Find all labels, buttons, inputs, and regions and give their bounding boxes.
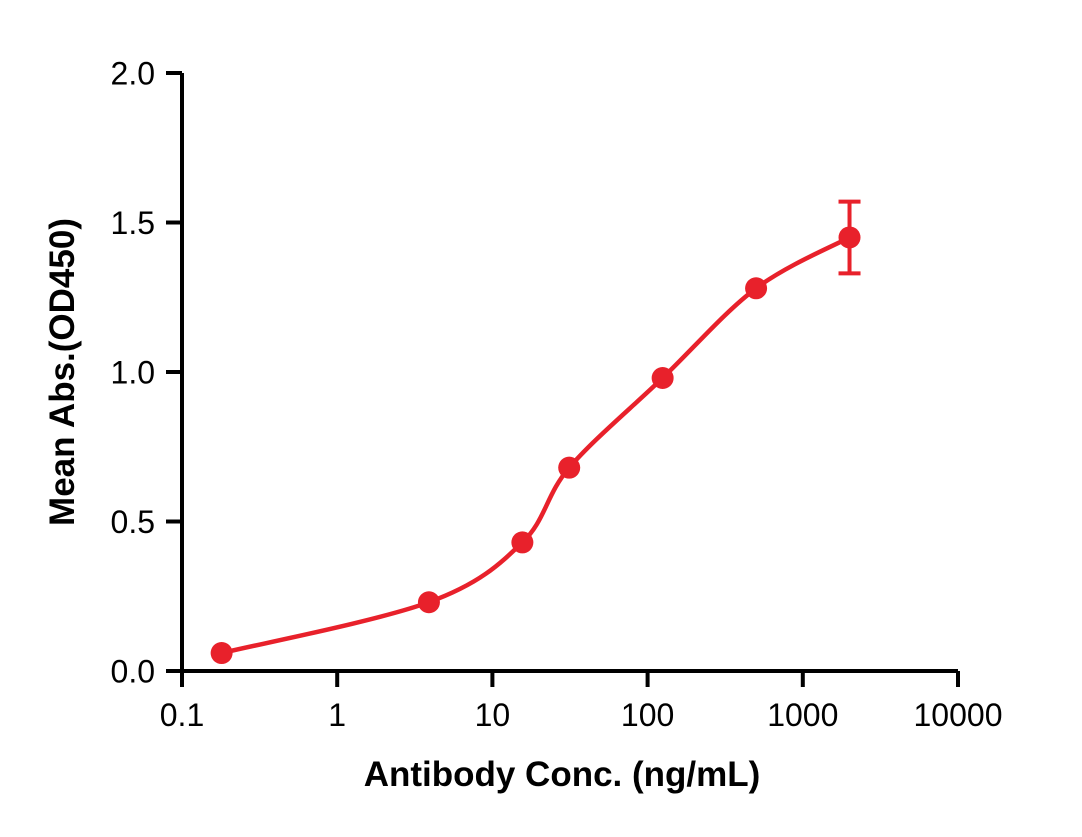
fit-curve bbox=[219, 235, 852, 656]
x-tick-label: 10000 bbox=[914, 697, 1003, 733]
data-point bbox=[745, 277, 768, 300]
data-point bbox=[417, 591, 440, 614]
y-axis-title: Mean Abs.(OD450) bbox=[43, 218, 82, 526]
data-point bbox=[838, 226, 861, 249]
y-tick-label: 2.0 bbox=[111, 56, 155, 92]
data-point bbox=[651, 366, 674, 389]
data-point bbox=[511, 531, 534, 554]
x-tick-label: 1000 bbox=[767, 697, 838, 733]
x-tick-label: 1 bbox=[328, 697, 346, 733]
x-axis-title: Antibody Conc. (ng/mL) bbox=[363, 755, 761, 794]
y-tick-label: 1.0 bbox=[111, 355, 155, 391]
y-tick-label: 0.0 bbox=[111, 654, 155, 690]
y-tick-label: 0.5 bbox=[111, 504, 155, 540]
x-tick-label: 0.1 bbox=[160, 697, 204, 733]
data-point bbox=[210, 642, 233, 665]
x-tick-label: 10 bbox=[475, 697, 511, 733]
y-tick-label: 1.5 bbox=[111, 205, 155, 241]
data-point bbox=[558, 456, 581, 479]
y-axis-title-container: Mean Abs.(OD450) bbox=[26, 73, 100, 671]
x-tick-label: 100 bbox=[621, 697, 674, 733]
